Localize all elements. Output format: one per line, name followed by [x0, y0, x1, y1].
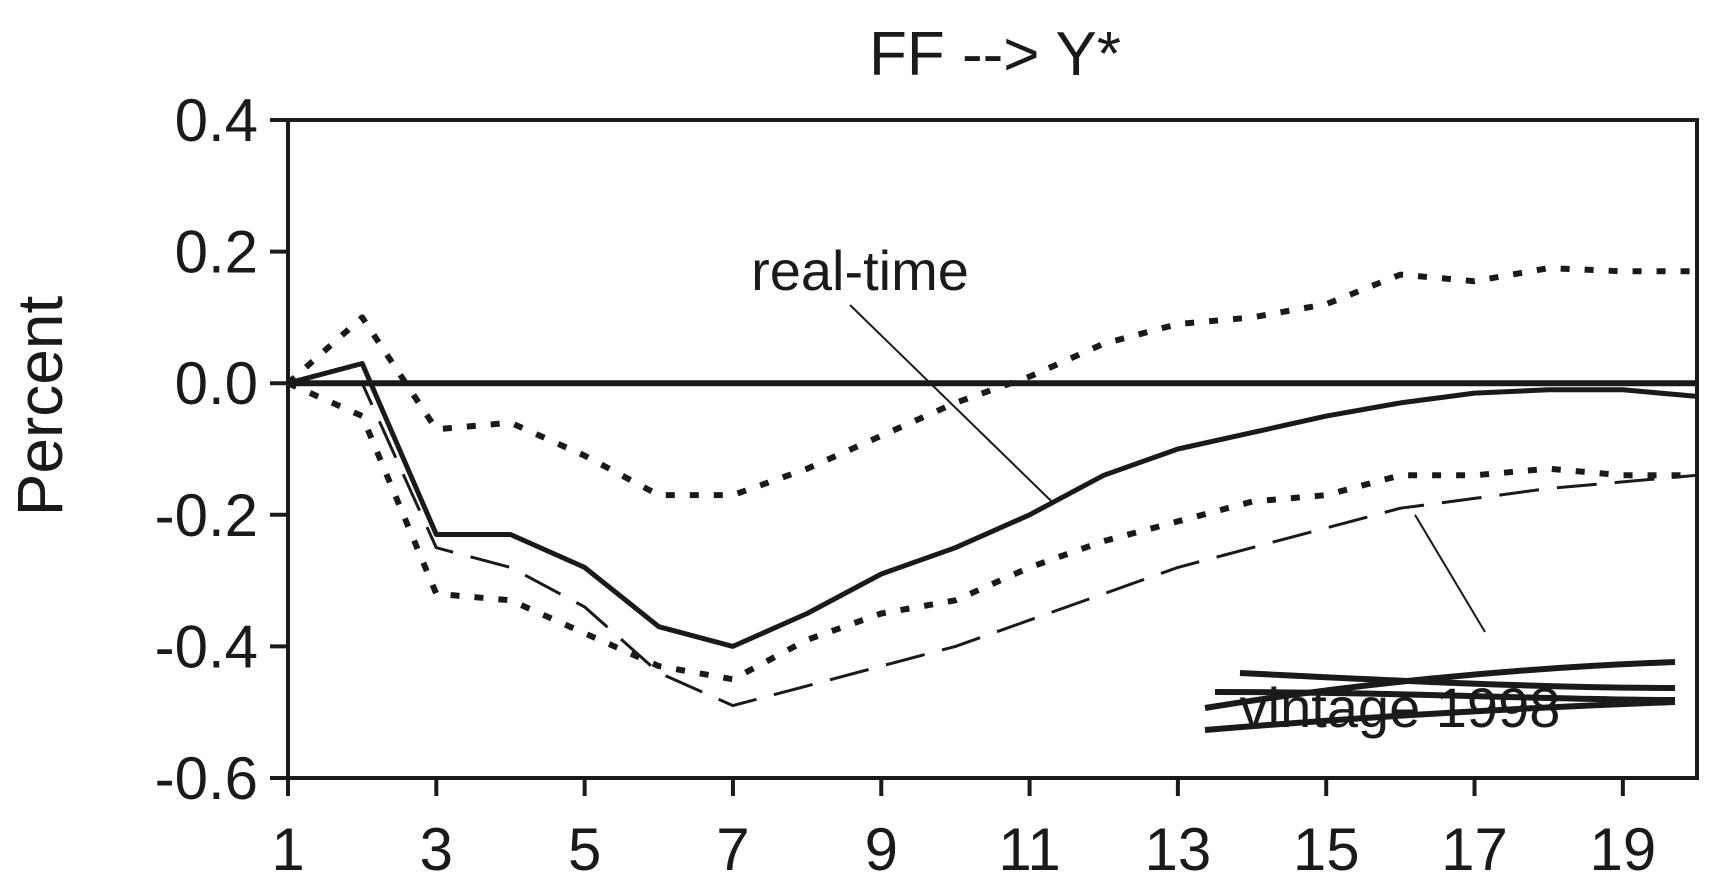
- x-tick-label: 19: [1589, 816, 1656, 883]
- y-tick-label: 0.2: [175, 219, 258, 286]
- chart-title: FF --> Y*: [869, 20, 1121, 89]
- x-tick-label: 11: [998, 816, 1060, 883]
- vintage-overdraw-stroke-3: [1239, 670, 1676, 691]
- y-tick-label: -0.4: [155, 613, 258, 680]
- plot-frame: [286, 118, 1699, 780]
- series-line-3-dotted: [286, 380, 1697, 683]
- y-tick-label: -0.2: [155, 482, 258, 549]
- annotation-real-time: real-time: [751, 239, 969, 302]
- y-tick-label: 0.0: [175, 350, 258, 417]
- x-tick-label: 17: [1441, 816, 1508, 883]
- y-tick-label: 0.4: [175, 87, 258, 154]
- series-lines: [286, 265, 1698, 708]
- axis-ticks: -0.6-0.4-0.20.00.20.41 3 5 7 9 11 13 15 17 19: [155, 87, 1657, 883]
- annotation-real-time-leader: [849, 304, 1053, 503]
- y-tick-label: -0.6: [155, 745, 258, 812]
- x-tick-label: 5: [568, 816, 601, 883]
- x-tick-label: 3: [420, 816, 453, 883]
- vintage-overdraw-stroke-4: [1214, 689, 1676, 703]
- annotation-vintage-leader: [1414, 514, 1486, 633]
- x-tick-label: 15: [1293, 816, 1360, 883]
- y-axis-label: Percent: [4, 296, 76, 517]
- series-line-4-dashed: [288, 381, 1698, 708]
- x-tick-label: 1: [271, 816, 304, 883]
- series-line-1-solid: [287, 361, 1698, 649]
- vintage-overdraw-stroke-1: [1204, 659, 1676, 711]
- x-tick-label: 7: [716, 816, 749, 883]
- axes: [286, 118, 1699, 780]
- x-tick-label: 9: [865, 816, 898, 883]
- vintage-overdraw-stroke-2: [1204, 699, 1676, 733]
- x-tick-label: 13: [1145, 816, 1212, 883]
